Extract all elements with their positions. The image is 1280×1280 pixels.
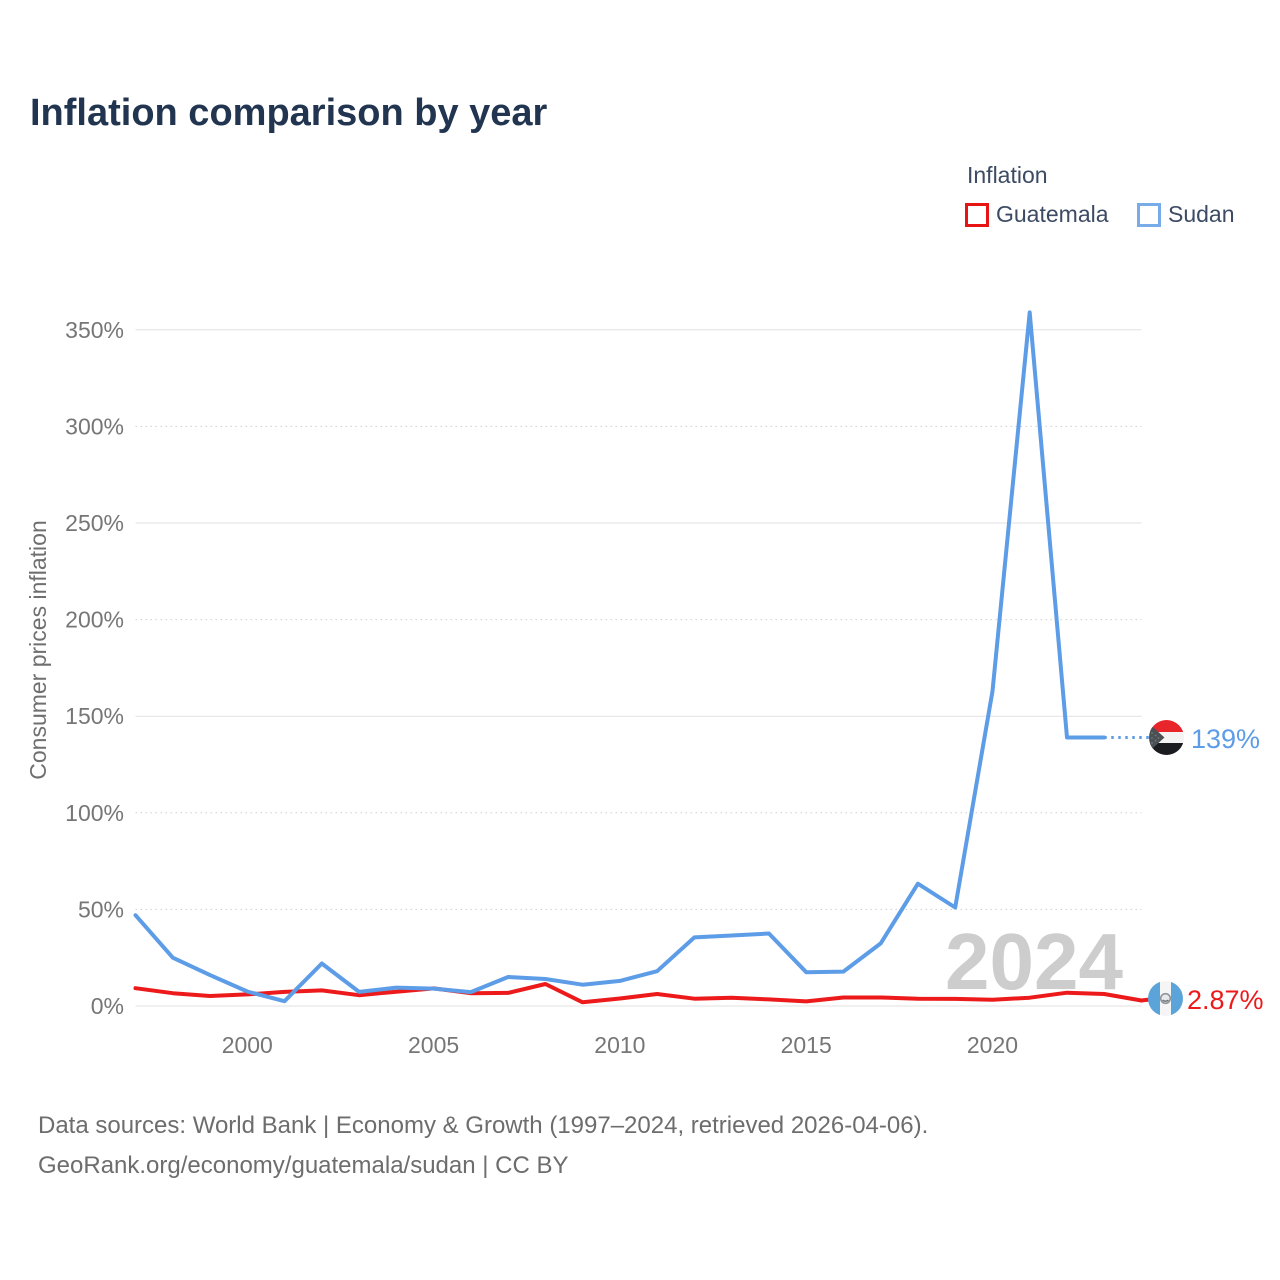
y-tick-label: 350% (65, 317, 124, 343)
legend-title: Inflation (967, 162, 1048, 188)
y-tick-label: 300% (65, 413, 124, 439)
y-tick-label: 50% (78, 896, 124, 922)
y-tick-label: 200% (65, 607, 124, 633)
x-tick-label: 2020 (967, 1032, 1018, 1058)
footer-sources: Data sources: World Bank | Economy & Gro… (38, 1112, 929, 1139)
guatemala-swatch-icon (965, 202, 989, 227)
legend-label-guatemala: Guatemala (996, 201, 1109, 227)
page-title: Inflation comparison by year (30, 92, 548, 134)
x-tick-label: 2015 (781, 1032, 832, 1058)
series-line-guatemala[interactable] (133, 982, 1144, 1005)
sudan-flag-icon (1149, 720, 1184, 755)
series-line-sudan[interactable] (133, 310, 1107, 1004)
x-tick-label: 2005 (408, 1032, 459, 1058)
y-tick-label: 0% (91, 993, 124, 1019)
guatemala-value-label: 2.87% (1187, 985, 1264, 1015)
legend-label-sudan: Sudan (1168, 201, 1235, 227)
footer-attribution: GeoRank.org/economy/guatemala/sudan | CC… (38, 1152, 569, 1179)
y-tick-label: 150% (65, 703, 124, 729)
footer: Data sources: World Bank | Economy & Gro… (38, 1106, 928, 1186)
sudan-swatch-icon (1137, 202, 1161, 227)
sudan-value-label: 139% (1191, 724, 1261, 754)
y-tick-label: 100% (65, 800, 124, 826)
y-axis-title: Consumer prices inflation (25, 520, 51, 780)
watermark-year: 2024 (945, 917, 1123, 1006)
legend-item-sudan[interactable]: Sudan (1137, 201, 1235, 228)
y-tick-label: 250% (65, 510, 124, 536)
legend-item-guatemala[interactable]: Guatemala (965, 201, 1109, 228)
x-tick-label: 2000 (222, 1032, 273, 1058)
x-tick-label: 2010 (594, 1032, 645, 1058)
guatemala-flag-icon (1148, 981, 1183, 1016)
